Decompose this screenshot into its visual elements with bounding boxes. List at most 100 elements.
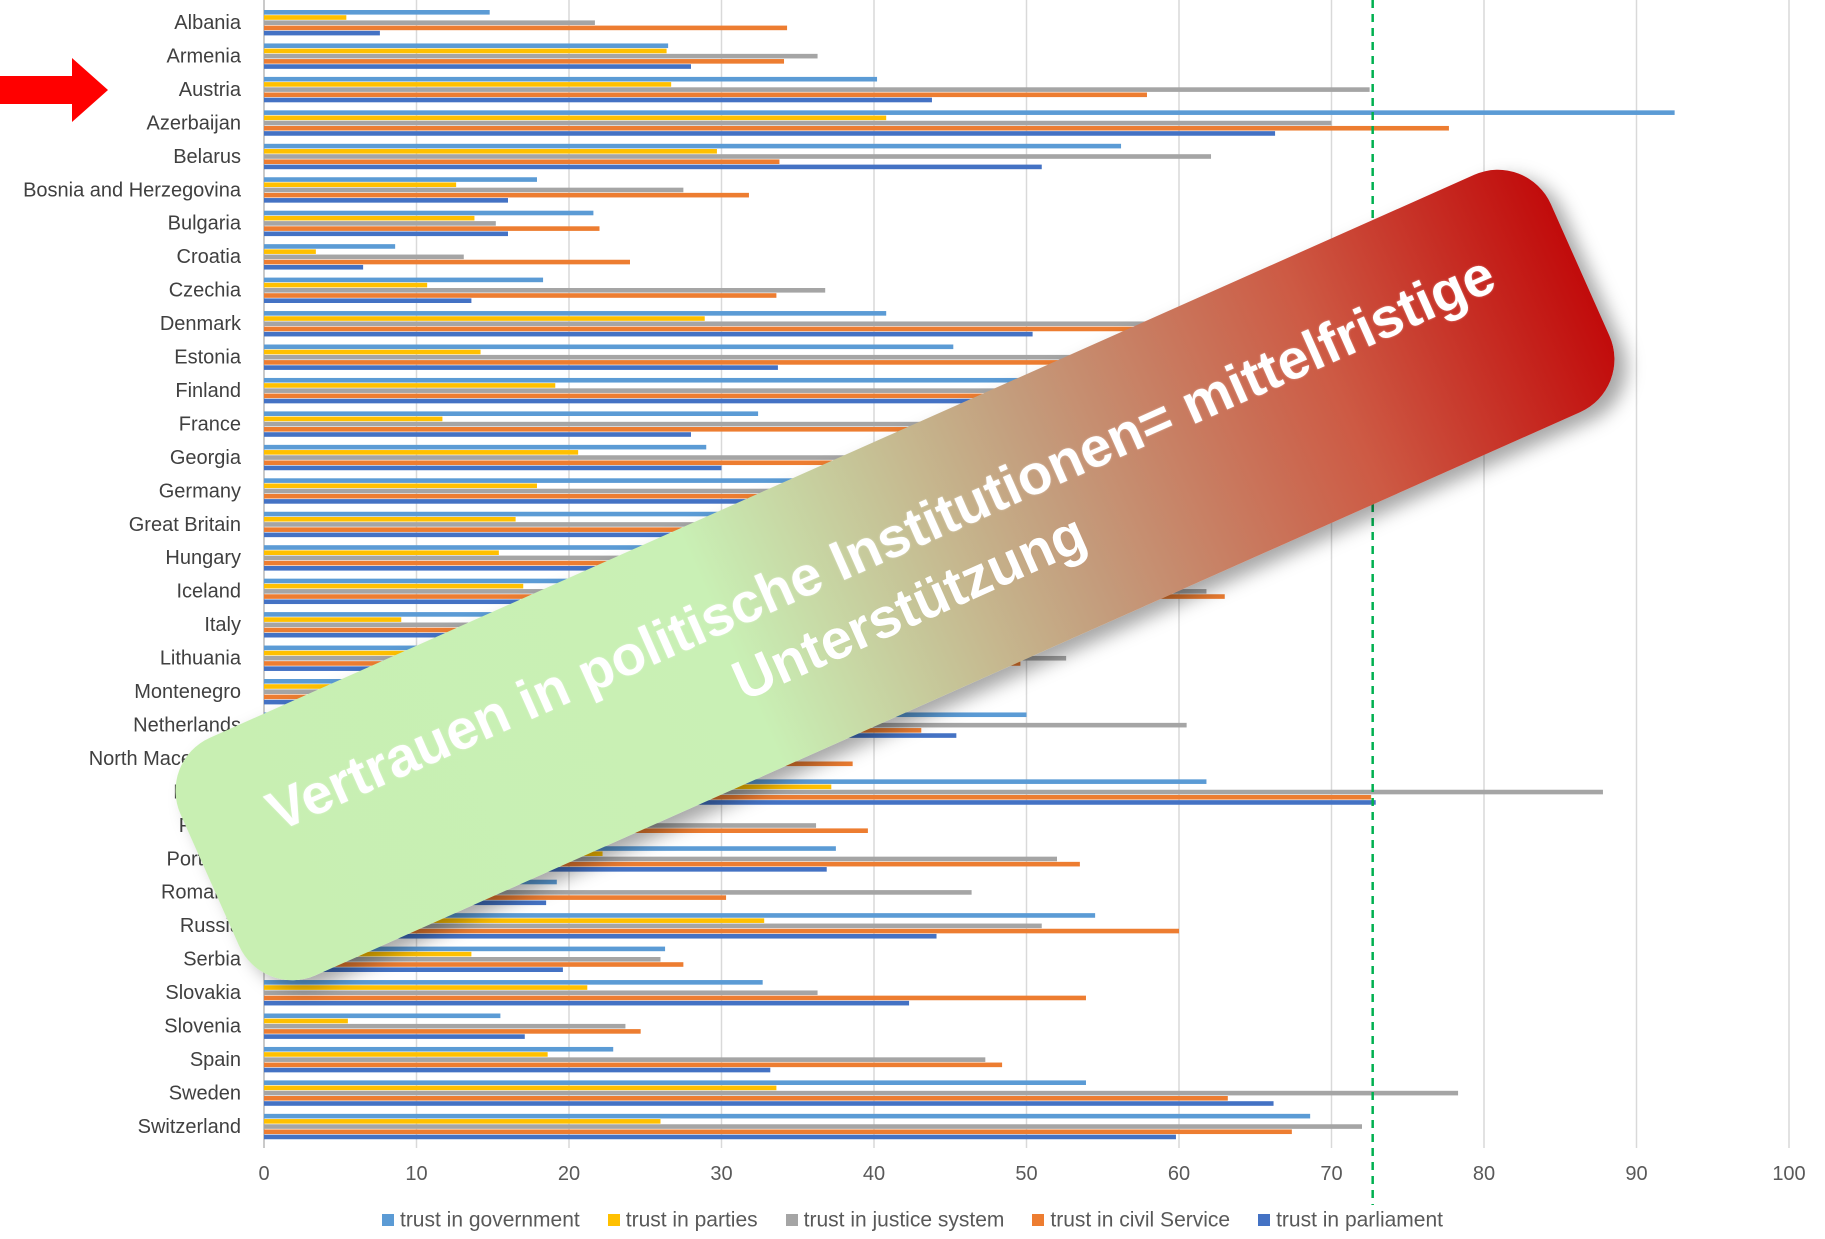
- chart-legend: trust in government trust in parties trust…: [0, 1208, 1825, 1232]
- legend-swatch: [1032, 1214, 1045, 1227]
- bar: [264, 82, 672, 87]
- bar: [264, 1090, 1459, 1096]
- bar: [264, 20, 595, 25]
- bar: [264, 923, 1042, 929]
- bar: [264, 244, 396, 249]
- bar: [264, 198, 508, 203]
- category-label: Bulgaria: [168, 213, 242, 235]
- bar: [264, 1046, 614, 1052]
- bar: [264, 560, 813, 566]
- bar: [264, 277, 544, 283]
- bar: [264, 125, 1449, 131]
- bar: [264, 110, 1675, 115]
- bar: [264, 221, 496, 226]
- bar: [264, 856, 1057, 862]
- category-label: France: [179, 413, 241, 435]
- category-label: Croatia: [177, 246, 242, 268]
- category-label: Sweden: [169, 1082, 241, 1104]
- bar: [264, 511, 722, 517]
- bar: [264, 444, 707, 450]
- legend-label: trust in government: [399, 1208, 580, 1232]
- bar: [264, 957, 661, 962]
- category-label: Lithuania: [160, 648, 242, 670]
- category-label: Denmark: [160, 313, 242, 335]
- legend-item: trust in parliament: [1258, 1208, 1443, 1232]
- bar: [264, 53, 818, 59]
- x-tick-label: 80: [1473, 1163, 1495, 1185]
- bar: [264, 555, 874, 561]
- bar: [264, 1113, 1311, 1119]
- category-label: Estonia: [174, 347, 242, 369]
- bar: [264, 789, 1603, 795]
- legend-swatch: [785, 1214, 798, 1227]
- bar: [264, 427, 1057, 432]
- bar: [264, 92, 1147, 98]
- bar: [264, 383, 556, 388]
- bar: [264, 25, 788, 31]
- bar: [264, 913, 1096, 918]
- bar: [264, 632, 508, 638]
- bar: [264, 411, 759, 416]
- bar: [264, 566, 630, 571]
- bar: [264, 331, 1033, 337]
- bar: [264, 980, 763, 985]
- bar: [264, 264, 364, 270]
- bar: [264, 794, 1372, 800]
- bar: [264, 1096, 1228, 1101]
- x-tick-label: 30: [710, 1163, 732, 1185]
- category-label: Albania: [174, 12, 242, 34]
- bar: [264, 87, 1370, 92]
- category-label: Czechia: [169, 280, 242, 302]
- legend-item: trust in government: [381, 1208, 580, 1232]
- bar: [264, 1023, 626, 1029]
- bar: [264, 650, 417, 656]
- bar: [264, 1067, 771, 1073]
- bar: [264, 1085, 777, 1091]
- category-label: Serbia: [183, 949, 242, 971]
- bar: [264, 365, 778, 370]
- x-tick-label: 10: [405, 1163, 427, 1185]
- bar: [264, 398, 1179, 404]
- legend-label: trust in parties: [625, 1208, 758, 1232]
- category-labels: Albania Armenia Austria Azerbaijan Belarus Bo…: [23, 12, 242, 1138]
- bar: [264, 612, 600, 617]
- category-label: Slovakia: [165, 982, 241, 1004]
- bar: [264, 316, 705, 321]
- legend-item: trust in civil Service: [1032, 1208, 1230, 1232]
- bar: [264, 1034, 525, 1039]
- bar: [264, 344, 954, 350]
- bar: [264, 1052, 548, 1057]
- bar: [264, 478, 859, 483]
- bar: [264, 617, 402, 622]
- bar: [264, 465, 722, 471]
- bar: [264, 226, 600, 231]
- x-tick-label: 0: [258, 1163, 269, 1185]
- bar: [264, 918, 765, 923]
- category-label: Georgia: [170, 447, 242, 469]
- x-tick-label: 70: [1320, 1163, 1342, 1185]
- bar: [264, 455, 905, 460]
- bar: [264, 1000, 910, 1006]
- bar: [264, 154, 1212, 159]
- x-tick-label: 90: [1625, 1163, 1647, 1185]
- bar: [264, 182, 457, 188]
- bar: [264, 349, 481, 355]
- bar: [264, 532, 691, 538]
- category-label: Bosnia and Herzegovina: [23, 179, 242, 201]
- bar: [264, 393, 1332, 399]
- bar: [264, 421, 951, 427]
- category-label: Netherlands: [133, 714, 241, 736]
- category-label: Great Britain: [129, 514, 241, 536]
- category-label: Spain: [190, 1049, 241, 1071]
- category-label: Austria: [179, 79, 242, 101]
- category-label: Italy: [204, 614, 241, 636]
- bar: [264, 890, 972, 895]
- bar: [264, 159, 780, 164]
- bar: [264, 450, 579, 455]
- category-label: Armenia: [167, 45, 242, 67]
- bar: [264, 149, 717, 154]
- bar: [264, 1062, 1003, 1068]
- bar: [264, 326, 1393, 332]
- bar: [264, 1124, 1362, 1129]
- bar: [264, 215, 475, 221]
